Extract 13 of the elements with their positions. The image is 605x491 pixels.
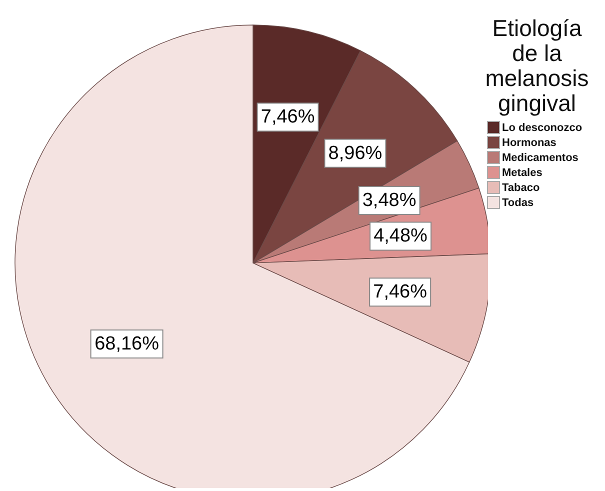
legend-label: Metales: [502, 166, 542, 178]
data-label: 7,46%: [373, 282, 428, 303]
legend-label: Medicamentos: [502, 152, 578, 164]
legend-label: Todas: [502, 196, 534, 208]
data-label: 7,46%: [260, 106, 315, 128]
data-label: 3,48%: [362, 190, 416, 212]
legend-label: Hormonas: [502, 136, 556, 148]
legend-label: Tabaco: [502, 182, 540, 194]
data-label: 8,96%: [328, 142, 382, 164]
data-label: 4,48%: [374, 226, 428, 247]
legend-label: Lo desconozco: [502, 122, 582, 134]
data-label: 68,16%: [94, 333, 160, 354]
legend-title: Etiología de la melanosis gingival: [484, 15, 590, 116]
